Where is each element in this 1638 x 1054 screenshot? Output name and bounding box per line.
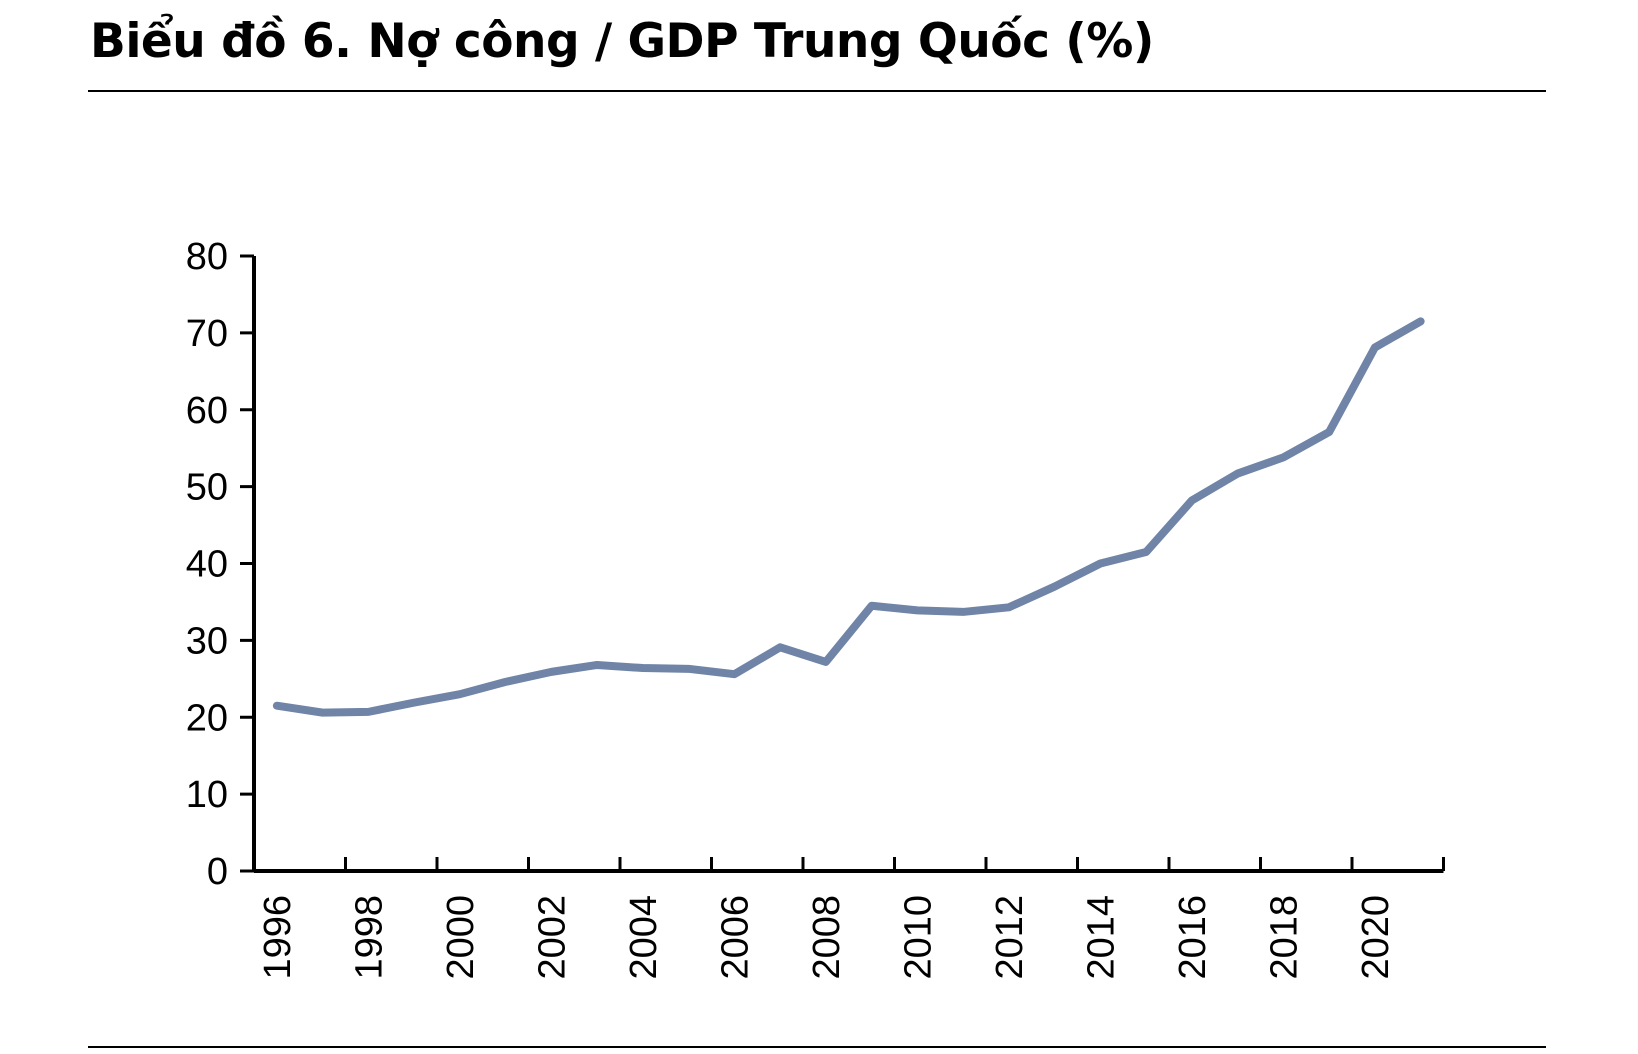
y-tick-label: 20 [186, 697, 228, 739]
x-tick-label: 2010 [897, 895, 939, 980]
x-tick-label: 2006 [714, 895, 756, 980]
x-tick-label: 2012 [989, 895, 1031, 980]
series-group [272, 317, 1425, 717]
x-tick-label: 2002 [531, 895, 573, 980]
x-tick-label: 1998 [348, 895, 390, 980]
x-tick-label: 2016 [1172, 895, 1214, 980]
x-tick-label: 2004 [623, 895, 665, 980]
y-tick-label: 0 [207, 851, 228, 893]
footer-divider [88, 1046, 1546, 1048]
y-axis: 0 10 20 30 40 50 60 70 80 [186, 236, 256, 893]
y-tick-label: 60 [186, 390, 228, 432]
y-tick-label: 30 [186, 620, 228, 662]
y-tick-label: 40 [186, 544, 228, 586]
x-axis: 1996 1998 2000 2002 2004 2006 2008 2010 2012 2014… [252, 857, 1445, 980]
y-tick-label: 10 [186, 774, 228, 816]
y-tick-label: 70 [186, 313, 228, 355]
x-tick-label: 2014 [1080, 895, 1122, 980]
y-tick-label: 80 [186, 236, 228, 278]
chart-title: Biểu đồ 6. Nợ công / GDP Trung Quốc (%) [90, 14, 1154, 69]
x-tick-label: 1996 [257, 895, 299, 980]
x-tick-label: 2000 [440, 895, 482, 980]
x-tick-label: 2008 [806, 895, 848, 980]
x-tick-label: 2018 [1263, 895, 1305, 980]
x-tick-label: 2020 [1355, 895, 1397, 980]
y-tick-label: 50 [186, 467, 228, 509]
series-line [272, 317, 1425, 717]
title-divider [88, 90, 1546, 92]
